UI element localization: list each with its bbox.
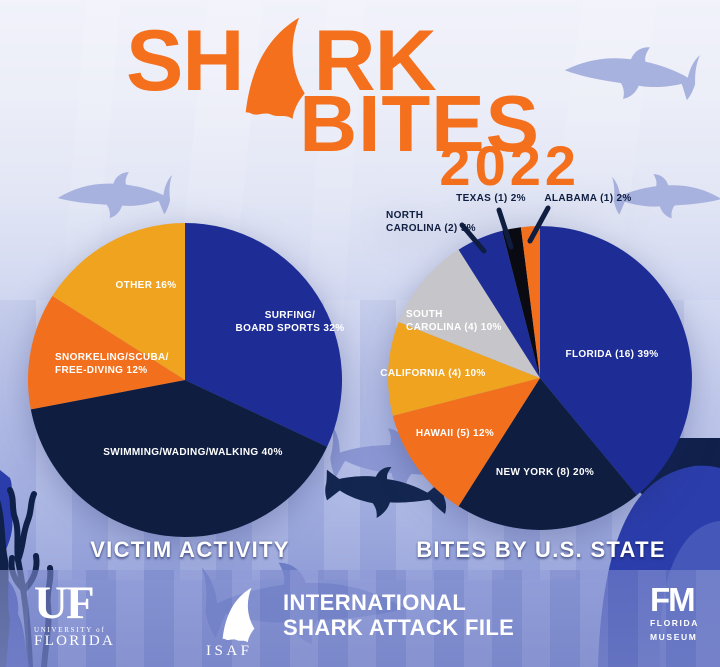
isaf-logo: ISAF	[206, 586, 268, 660]
pie-slice-new-york	[458, 378, 637, 530]
pie-chart-victim-activity: SURFING/BOARD SPORTS 32% SWIMMING/WADING/…	[28, 223, 345, 537]
slice-label-surfing-board-sports: SURFING/BOARD SPORTS 32%	[236, 310, 345, 334]
pie-slice-alabama	[520, 226, 540, 378]
pie-slice-florida	[540, 226, 692, 496]
slice-label-texas: TEXAS (1) 2%	[456, 193, 526, 204]
slice-label-other: OTHER 16%	[116, 280, 177, 291]
callout-line-texas	[496, 207, 514, 250]
isaf-acronym: ISAF	[206, 643, 253, 659]
uf-florida-text: FLORIDA	[34, 633, 116, 649]
title-shark-suffix: RK	[313, 13, 436, 109]
slice-label-hawaii: HAWAII (5) 12%	[416, 428, 494, 439]
uf-university-of-text: UNIVERSITY of	[34, 626, 106, 634]
footer-streaks	[0, 570, 720, 667]
uf-monogram: UF	[34, 577, 95, 629]
pie-slice-north-carolina	[458, 230, 540, 378]
pie-slice-snorkeling-scuba-free-diving	[28, 295, 186, 410]
university-of-florida-logo: UF UNIVERSITY of FLORIDA	[34, 577, 116, 649]
slice-label-north-carolina: NORTH CAROLINA (2) 5%	[386, 210, 476, 234]
fm-monogram: FM	[650, 581, 696, 618]
footer-band: UF UNIVERSITY of FLORIDA ISAF INTERNATIO…	[0, 570, 720, 667]
title-line-shark: SH RK	[126, 13, 437, 126]
slice-label-new-york: NEW YORK (8) 20%	[496, 467, 594, 478]
fm-florida-text: FLORIDA	[650, 618, 699, 628]
slice-label-california: CALIFORNIA (4) 10%	[380, 368, 485, 379]
slice-label-florida: FLORIDA (16) 39%	[565, 349, 658, 360]
org-name-line1: INTERNATIONAL	[283, 590, 467, 615]
shark-fin-icon	[246, 17, 306, 120]
slice-label-south-carolina: SOUTH CAROLINA (4) 10%	[406, 309, 502, 333]
pie-slice-other	[52, 223, 186, 380]
chart-title-victim-activity: VICTIM ACTIVITY	[90, 537, 290, 562]
callout-line-alabama	[527, 205, 551, 244]
pie-slice-south-carolina	[398, 249, 540, 378]
organization-name: INTERNATIONAL SHARK ATTACK FILE	[283, 590, 514, 640]
fm-museum-text: MUSEUM	[650, 631, 698, 642]
slice-label-alabama: ALABAMA (1) 2%	[544, 193, 631, 204]
callout-line-north-carolina	[459, 222, 487, 254]
slice-label-swimming-wading-walking: SWIMMING/WADING/WALKING 40%	[103, 447, 282, 458]
isaf-fin-icon	[222, 587, 255, 643]
florida-museum-logo: FM FLORIDA MUSEUM	[650, 581, 699, 642]
pie-slice-california	[388, 322, 540, 416]
pie-slice-swimming-wading-walking	[30, 380, 328, 537]
title-year: 2022	[439, 134, 580, 197]
org-name-line2: SHARK ATTACK FILE	[283, 615, 515, 640]
title-shark-prefix: SH	[126, 13, 244, 109]
shark-silhouette-top-right	[562, 40, 701, 106]
title-line-bites: BITES	[299, 79, 540, 168]
slice-label-snorkeling-scuba-free-diving: SNORKELING/SCUBA/FREE-DIVING 12%	[55, 352, 169, 376]
pie-slice-surfing-board-sports	[185, 223, 343, 447]
pie-slice-texas	[502, 227, 540, 378]
pie-chart-bites-by-state: FLORIDA (16) 39% NEW YORK (8) 20% HAWAII (…	[380, 193, 692, 530]
pie-slice-hawaii	[392, 378, 540, 507]
chart-title-bites-by-state: BITES BY U.S. STATE	[416, 537, 666, 562]
